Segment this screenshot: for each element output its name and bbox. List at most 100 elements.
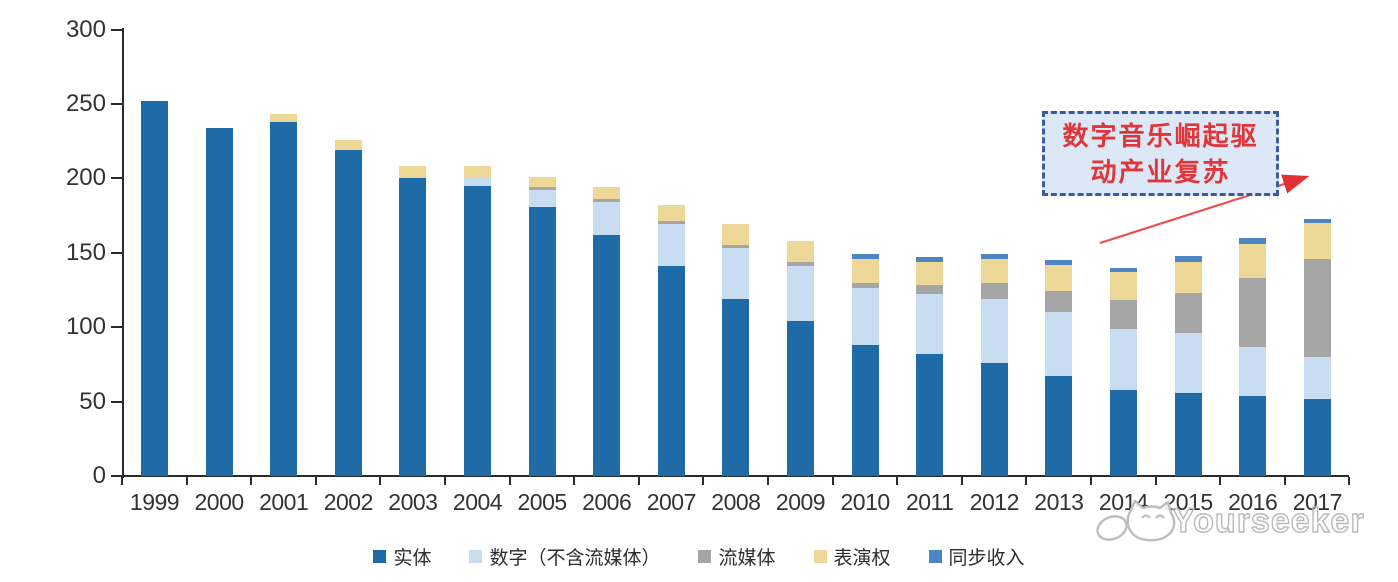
bar-segment (980, 282, 1008, 299)
bar-segment (1239, 395, 1267, 476)
x-axis-label: 2011 (905, 489, 954, 515)
bar-segment (1045, 260, 1073, 265)
x-axis-tick (379, 477, 382, 485)
watermark-text: Yourseeker (1171, 501, 1365, 540)
bar-segment (464, 166, 491, 179)
bar-segment (1110, 300, 1137, 329)
legend-item: 同步收入 (928, 543, 1025, 570)
bar-segment (464, 178, 491, 186)
x-axis-label: 2000 (194, 489, 245, 515)
bar-segment (787, 261, 814, 267)
y-axis-tick-label: 300 (65, 15, 106, 43)
x-axis-tick (1090, 477, 1092, 485)
y-axis-tick (111, 251, 122, 254)
bar-segment (851, 345, 879, 476)
x-axis-label: 2003 (388, 489, 438, 515)
bar-segment (1174, 333, 1202, 393)
x-axis-tick (1154, 477, 1157, 485)
x-axis-tick (960, 477, 963, 485)
bar-segment (657, 205, 685, 222)
x-axis-label: 2010 (840, 489, 891, 515)
bar-segment (528, 190, 556, 207)
bar-segment (1045, 312, 1073, 377)
legend-item: 流媒体 (698, 543, 776, 570)
x-axis-label: 2007 (646, 489, 697, 515)
bar-segment (722, 298, 750, 476)
bar-segment (916, 294, 944, 354)
bar-segment (464, 185, 491, 476)
x-axis-tick (508, 477, 511, 485)
bar-segment (851, 254, 879, 259)
bar-segment (205, 127, 233, 476)
bar-segment (1303, 398, 1331, 476)
y-axis-tick (111, 28, 122, 31)
x-axis-label: 2006 (582, 489, 632, 515)
x-axis-label: 2012 (969, 489, 1020, 515)
x-axis-tick (896, 477, 899, 485)
bar-segment (528, 187, 556, 191)
x-axis-label: 2004 (452, 489, 503, 515)
x-axis-label: 1999 (129, 489, 180, 515)
legend-item: 实体 (373, 543, 431, 570)
y-axis-tick-label: 150 (65, 238, 106, 266)
bar-segment (980, 254, 1008, 259)
watermark: Yourseeker (1090, 494, 1398, 560)
bar-segment (270, 121, 298, 476)
x-axis-tick (702, 477, 705, 485)
x-axis-label: 2009 (775, 489, 826, 515)
bar-segment (399, 178, 427, 476)
x-axis-label: 2008 (711, 489, 761, 515)
bar-segment (1110, 267, 1137, 273)
y-axis-tick (111, 475, 122, 477)
bar-segment (722, 224, 750, 246)
y-axis-tick (111, 102, 122, 105)
y-axis-tick (111, 400, 122, 403)
legend-label: 数字（不含流媒体） (489, 548, 661, 569)
bar-segment (1045, 264, 1073, 292)
x-axis-tick (1219, 477, 1222, 485)
legend-label: 表演权 (833, 548, 891, 569)
bar-segment (980, 258, 1008, 283)
bar-segment (916, 353, 944, 476)
bar-segment (657, 224, 685, 267)
bar-segment (851, 282, 879, 289)
x-axis-tick (444, 477, 446, 485)
bar-segment (787, 266, 814, 322)
bar-segment (787, 240, 814, 262)
legend-swatch (698, 550, 712, 563)
x-axis-tick (1348, 477, 1351, 485)
x-axis-tick (121, 477, 123, 485)
y-axis-tick-label: 100 (65, 313, 106, 341)
bar-segment (1045, 376, 1073, 476)
y-axis-tick-label: 250 (65, 89, 106, 117)
bar-segment (1174, 255, 1202, 262)
bar-segment (1239, 346, 1267, 396)
x-axis-label: 2017 (1292, 489, 1343, 515)
bar-segment (1174, 261, 1202, 293)
bar-segment (1303, 356, 1331, 399)
bar-segment (657, 266, 685, 476)
x-axis-tick (1283, 477, 1286, 485)
bar-segment (1045, 291, 1073, 313)
x-axis-tick (250, 477, 253, 485)
bar-segment (1110, 389, 1137, 476)
y-axis-line (122, 28, 124, 478)
bar-segment (722, 245, 750, 249)
legend-item: 表演权 (813, 543, 891, 570)
x-axis-label: 2013 (1034, 489, 1084, 515)
bar-segment (141, 100, 168, 476)
bar-segment (593, 202, 621, 235)
bar-segment (1303, 218, 1331, 223)
bar-segment (787, 321, 814, 476)
annotation-text-line1: 数字音乐崛起驱 (1062, 120, 1259, 151)
bar-segment (334, 150, 362, 476)
x-axis-label: 2002 (323, 489, 374, 515)
bar-segment (1239, 278, 1267, 347)
bar-segment (1303, 258, 1331, 357)
annotation-text-line2: 动产业复苏 (1090, 156, 1231, 187)
legend-label: 流媒体 (718, 548, 776, 569)
bar-segment (657, 221, 685, 225)
y-axis-tick-label: 50 (79, 387, 106, 415)
bar-segment (593, 199, 621, 203)
bar-segment (334, 139, 362, 151)
